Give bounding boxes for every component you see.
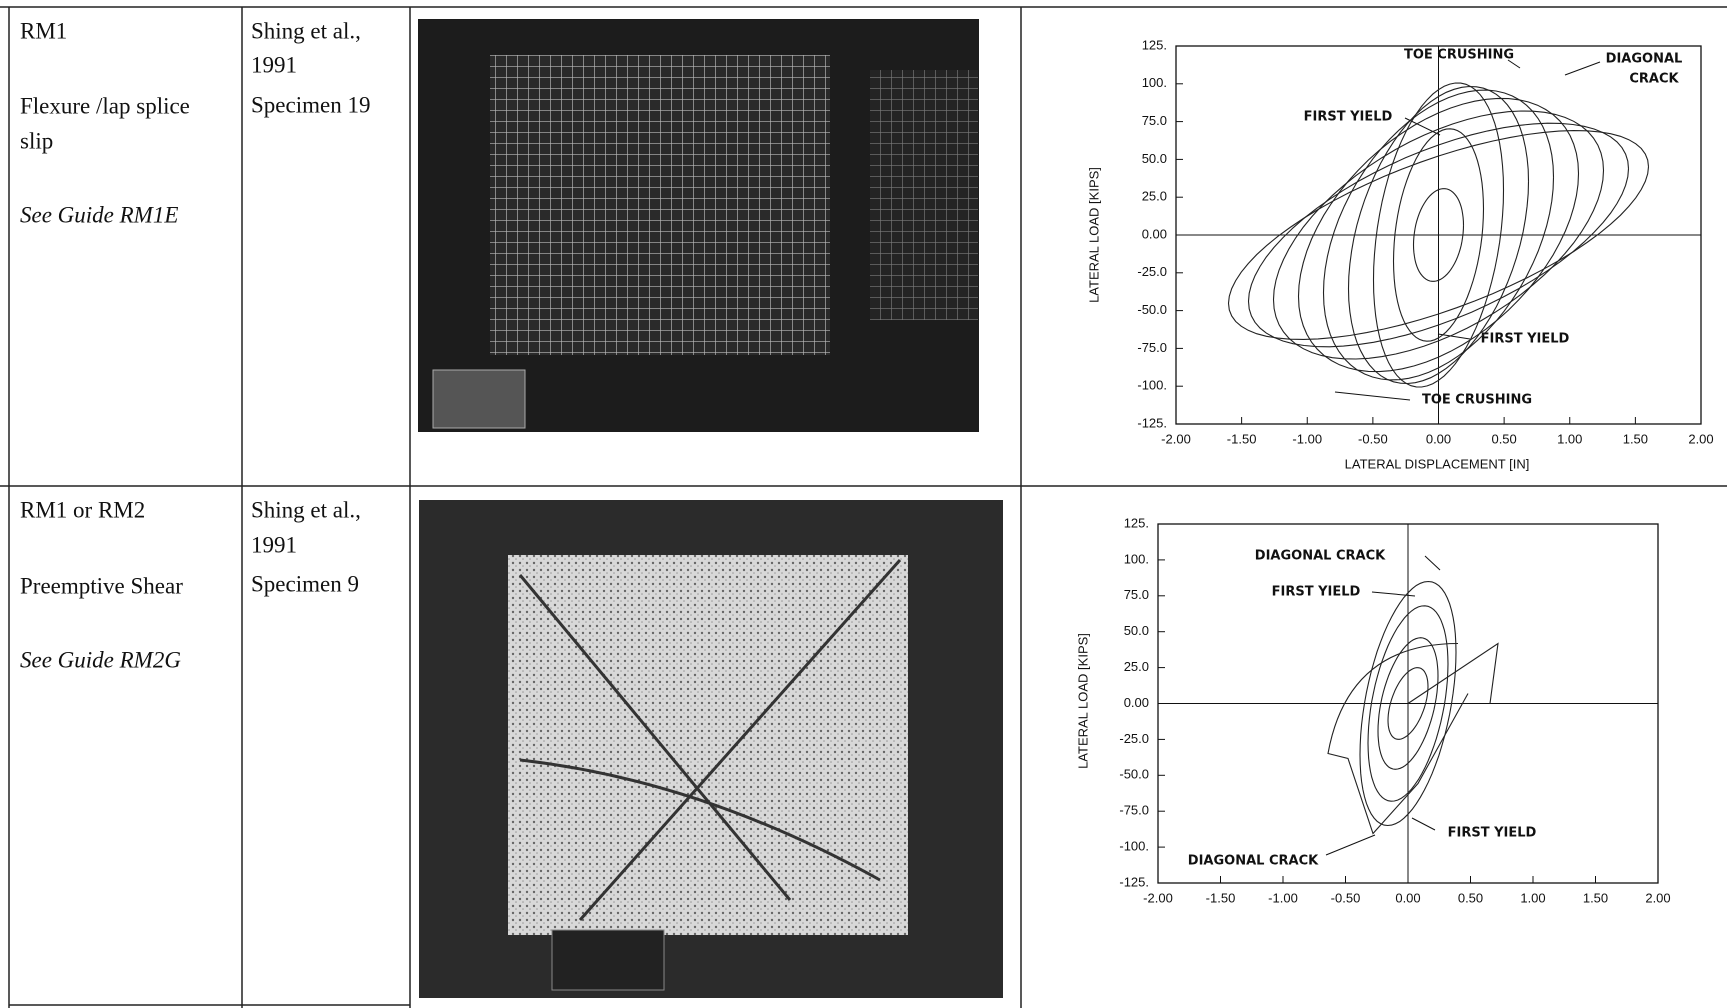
y-tick-label: 0.00 xyxy=(1142,226,1167,241)
source-cell: 1991 xyxy=(251,532,297,557)
annotation: FIRST YIELD xyxy=(1272,585,1361,600)
annotation: TOE CRUSHING xyxy=(1404,48,1514,63)
hysteresis-loop xyxy=(1377,637,1439,770)
photo-wall xyxy=(508,555,908,935)
x-tick-label: 1.00 xyxy=(1557,431,1582,446)
photo-detail xyxy=(870,70,978,320)
y-tick-label: -75.0 xyxy=(1137,340,1167,355)
table-grid xyxy=(0,6,1727,1008)
photo xyxy=(418,19,979,432)
y-tick-label: -25.0 xyxy=(1119,731,1149,746)
x-tick-label: 1.50 xyxy=(1583,890,1608,905)
leader-line xyxy=(1334,391,1411,401)
hysteresis-loop xyxy=(1327,642,1499,835)
annotation: FIRST YIELD xyxy=(1448,826,1537,841)
guide-cell: See Guide RM2G xyxy=(20,647,181,672)
x-tick-label: 0.50 xyxy=(1458,890,1483,905)
photo-wall xyxy=(490,55,830,355)
y-tick-label: 125. xyxy=(1124,515,1149,530)
hysteresis-loop xyxy=(1387,667,1429,740)
mode-cell: Flexure /lap splice xyxy=(20,93,190,118)
annotation: DIAGONAL CRACK xyxy=(1188,854,1319,869)
annotation: CRACK xyxy=(1629,72,1679,87)
x-axis-label: LATERAL DISPLACEMENT [IN] xyxy=(1345,456,1530,471)
x-tick-label: 2.00 xyxy=(1688,431,1713,446)
source-cell: 1991 xyxy=(251,52,297,77)
y-tick-label: 75.0 xyxy=(1142,113,1167,128)
y-tick-label: 50.0 xyxy=(1124,623,1149,638)
annotation: FIRST YIELD xyxy=(1304,110,1393,125)
x-tick-label: 1.50 xyxy=(1623,431,1648,446)
y-tick-label: 100. xyxy=(1142,75,1167,90)
source-cell: Specimen 19 xyxy=(251,92,370,117)
leader-line xyxy=(1404,117,1441,136)
hysteresis-loop xyxy=(1272,110,1605,360)
leader-line xyxy=(1371,591,1416,597)
x-tick-label: -2.00 xyxy=(1143,890,1173,905)
y-tick-label: -25.0 xyxy=(1137,264,1167,279)
mode-cell: slip xyxy=(20,128,53,153)
x-tick-label: 0.50 xyxy=(1491,431,1516,446)
x-tick-label: 0.00 xyxy=(1395,890,1420,905)
leader-line xyxy=(1325,834,1376,856)
hysteresis-loop xyxy=(1412,188,1465,282)
y-tick-label: -125. xyxy=(1137,415,1167,430)
annotation: FIRST YIELD xyxy=(1481,332,1570,347)
annotation: TOE CRUSHING xyxy=(1422,393,1532,408)
y-tick-label: -125. xyxy=(1119,874,1149,889)
photo-sign xyxy=(551,929,665,991)
x-tick-label: -0.50 xyxy=(1358,431,1388,446)
x-tick-label: -1.50 xyxy=(1227,431,1257,446)
x-tick-label: 2.00 xyxy=(1645,890,1670,905)
y-axis-label: LATERAL LOAD [KIPS] xyxy=(1086,167,1101,303)
leader-line xyxy=(1564,61,1601,76)
hysteresis-loop xyxy=(1247,122,1630,348)
annotation: DIAGONAL xyxy=(1606,52,1683,67)
source-cell: Shing et al., xyxy=(251,497,361,522)
y-tick-label: -50.0 xyxy=(1119,767,1149,782)
x-tick-label: 1.00 xyxy=(1520,890,1545,905)
hysteresis-loop xyxy=(1227,130,1650,340)
y-axis-label: LATERAL LOAD [KIPS] xyxy=(1075,633,1090,769)
hysteresis-loop xyxy=(1347,85,1530,385)
x-tick-label: 0.00 xyxy=(1426,431,1451,446)
x-tick-label: -1.00 xyxy=(1292,431,1322,446)
x-tick-label: -1.00 xyxy=(1268,890,1298,905)
y-tick-label: 25.0 xyxy=(1124,659,1149,674)
photo-sign xyxy=(432,369,526,429)
mode-cell: Preemptive Shear xyxy=(20,573,183,598)
chart: -2.00 -1.50 -1.00 -0.50 0.00 0.50 1.00 1.50 2.00… xyxy=(1075,515,1670,905)
leader-line xyxy=(1424,555,1441,571)
photo xyxy=(419,500,1003,998)
y-tick-label: 75.0 xyxy=(1124,587,1149,602)
system-cell: RM1 or RM2 xyxy=(20,497,145,522)
y-tick-label: 25.0 xyxy=(1142,189,1167,204)
x-tick-label: -2.00 xyxy=(1161,431,1191,446)
source-cell: Specimen 9 xyxy=(251,571,359,596)
leader-line xyxy=(1411,817,1436,831)
x-tick-label: -0.50 xyxy=(1331,890,1361,905)
leader-line xyxy=(1507,59,1521,69)
y-tick-label: -50.0 xyxy=(1137,302,1167,317)
y-tick-label: 0.00 xyxy=(1124,695,1149,710)
annotation: DIAGONAL CRACK xyxy=(1255,549,1386,564)
guide-cell: See Guide RM1E xyxy=(20,202,178,227)
hysteresis-loop xyxy=(1392,128,1485,342)
x-tick-label: -1.50 xyxy=(1206,890,1236,905)
y-tick-label: -100. xyxy=(1137,378,1167,393)
y-tick-label: -75.0 xyxy=(1119,803,1149,818)
system-cell: RM1 xyxy=(20,18,67,43)
source-cell: Shing et al., xyxy=(251,18,361,43)
photo-crack xyxy=(518,559,902,921)
hysteresis-loop xyxy=(1297,97,1580,373)
y-tick-label: -100. xyxy=(1119,839,1149,854)
chart: -2.00 -1.50 -1.00 -0.50 0.00 0.50 1.00 1.50 2.00… xyxy=(1086,37,1713,471)
y-tick-label: 125. xyxy=(1142,37,1167,52)
hysteresis-loop xyxy=(1367,605,1449,802)
hysteresis-loop xyxy=(1359,580,1457,827)
y-tick-label: 50.0 xyxy=(1142,151,1167,166)
y-tick-label: 100. xyxy=(1124,551,1149,566)
